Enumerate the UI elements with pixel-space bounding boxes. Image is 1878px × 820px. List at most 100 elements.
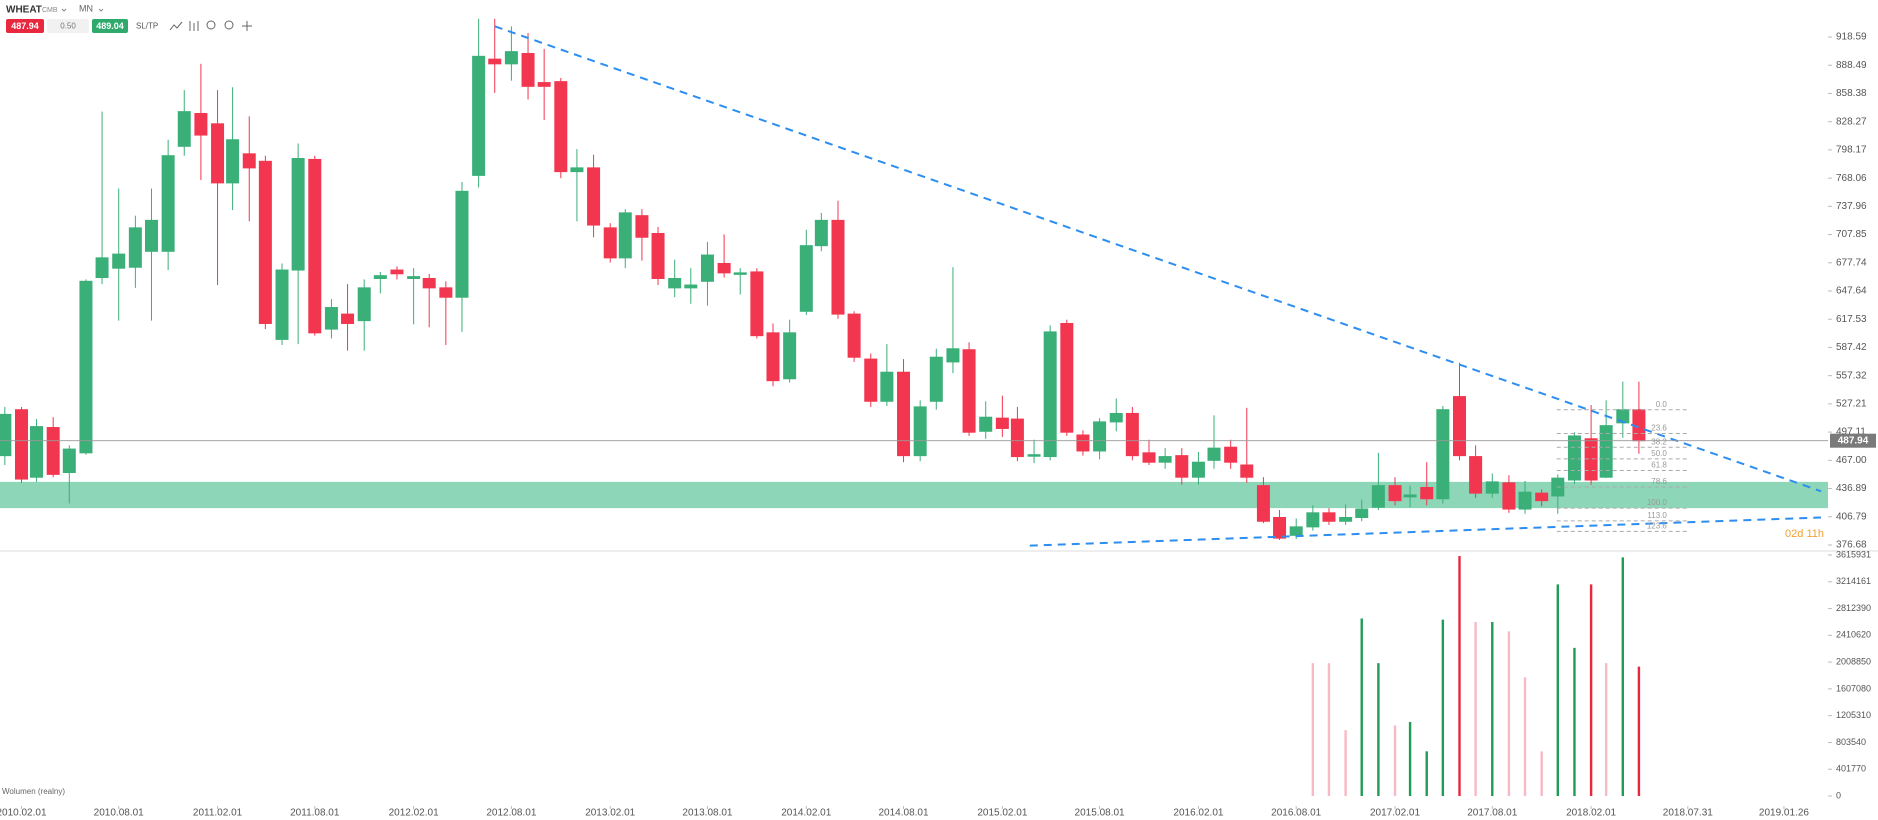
y-tick-label: 436.89: [1836, 483, 1867, 494]
y-tick-label: 527.21: [1836, 399, 1867, 410]
volume-bar: [1540, 751, 1543, 797]
candle-body: [1076, 434, 1090, 452]
fib-label: 0.0: [1656, 400, 1668, 409]
icon-line[interactable]: [169, 21, 183, 31]
candle-body: [1027, 454, 1041, 457]
candle-body: [504, 51, 518, 65]
volume-bar: [1556, 584, 1560, 797]
volume-pane: [1311, 556, 1641, 797]
candle-body: [783, 332, 797, 380]
volume-tick-label: 3214161: [1836, 576, 1871, 586]
candle-body: [962, 349, 976, 433]
candle-body: [177, 111, 191, 147]
candle-body: [128, 227, 142, 268]
x-tick-label: 2015.08.01: [1075, 808, 1125, 819]
x-tick-label: 2014.08.01: [878, 808, 928, 819]
last-price-label: 487.94: [1838, 435, 1869, 446]
bid: 487.94: [11, 21, 39, 31]
candle-body: [913, 406, 927, 457]
y-tick-label: 557.32: [1836, 370, 1867, 381]
icon-zoom-in[interactable]: [224, 20, 234, 30]
candle-body: [847, 313, 861, 358]
candle-body: [455, 190, 469, 298]
interval[interactable]: MN: [79, 3, 93, 13]
candle-body: [1093, 421, 1107, 452]
volume-bar: [1573, 647, 1576, 797]
volume-bar: [1344, 730, 1347, 797]
spread: 0.50: [60, 22, 76, 31]
candle-body: [1403, 494, 1417, 498]
candle-body: [422, 277, 436, 289]
volume-tick-label: 803540: [1836, 737, 1866, 747]
candle-body: [472, 55, 486, 176]
icon-candles[interactable]: [189, 21, 199, 31]
candle-body: [1289, 526, 1303, 536]
last-price-box: [1830, 433, 1876, 448]
candle-body: [1142, 452, 1156, 463]
icon-crosshair[interactable]: [242, 21, 252, 31]
fib-label: 38.2: [1651, 437, 1667, 446]
candle-body: [1518, 491, 1532, 510]
candle-body: [799, 245, 813, 312]
volume-bar: [1523, 677, 1527, 797]
candle-body: [258, 160, 272, 324]
spread-box: [47, 19, 89, 33]
y-tick-label: 467.00: [1836, 455, 1867, 466]
candle-body: [733, 272, 747, 275]
candle-body: [603, 227, 617, 259]
candle-body: [30, 426, 44, 478]
countdown: 02d 11h: [1785, 528, 1824, 540]
candle-body: [1240, 464, 1254, 478]
candle-body: [651, 232, 665, 279]
candle-body: [357, 287, 371, 322]
icon-zoom-out[interactable]: [206, 20, 216, 30]
buy-button[interactable]: [92, 19, 128, 33]
candle-body: [488, 58, 502, 65]
sell-button[interactable]: [6, 19, 44, 33]
candle-body: [1452, 396, 1466, 457]
symbol[interactable]: WHEAT: [6, 5, 42, 16]
y-tick-label: 587.42: [1836, 342, 1867, 353]
candle-body: [407, 276, 421, 279]
candle-body: [1306, 512, 1320, 528]
y-tick-label: 768.06: [1836, 173, 1867, 184]
candle-body: [587, 167, 601, 226]
volume-bar: [1311, 663, 1315, 797]
axes: 918.59 888.49 858.38 828.27 798.17 768.06 737.…: [0, 32, 1876, 819]
candle-body: [46, 427, 60, 475]
candle-body: [1371, 485, 1385, 508]
candle-body: [750, 271, 764, 337]
candle-body: [684, 284, 698, 289]
candle-body: [1158, 456, 1172, 463]
y-tick-label: 497.11: [1836, 427, 1866, 438]
fib-label: 113.0: [1647, 511, 1667, 520]
volume-tick-label: 2008850: [1836, 656, 1871, 666]
volume-legend: Wolumen (realny): [2, 787, 65, 796]
candle-body: [1010, 418, 1024, 458]
candle-body: [1420, 487, 1434, 500]
volume-tick-label: 1205310: [1836, 710, 1871, 720]
volume-bar: [1604, 663, 1608, 797]
candle-body: [1436, 409, 1450, 500]
fib-label: 50.0: [1651, 449, 1667, 458]
x-tick-label: 2015.02.01: [977, 808, 1027, 819]
fib-label: 61.8: [1651, 461, 1667, 470]
candle-body: [79, 280, 93, 454]
x-tick-label: 2013.02.01: [585, 808, 635, 819]
candle-body: [1339, 517, 1353, 522]
candle-body: [1567, 435, 1581, 481]
candle-body: [226, 139, 240, 184]
candle-body: [946, 348, 960, 363]
volume-tick-label: 3615931: [1836, 549, 1871, 559]
candle-body: [766, 332, 780, 382]
candle-body: [0, 413, 12, 457]
y-tick-label: 888.49: [1836, 60, 1867, 71]
x-tick-label: 2012.08.01: [486, 808, 536, 819]
sltp[interactable]: SL/TP: [136, 22, 158, 31]
volume-bar: [1474, 622, 1477, 797]
volume-bar: [1425, 751, 1428, 797]
x-tick-label: 2016.08.01: [1271, 808, 1321, 819]
x-tick-label: 2013.08.01: [682, 808, 732, 819]
candle-body: [211, 123, 225, 184]
candle-body: [144, 219, 158, 252]
